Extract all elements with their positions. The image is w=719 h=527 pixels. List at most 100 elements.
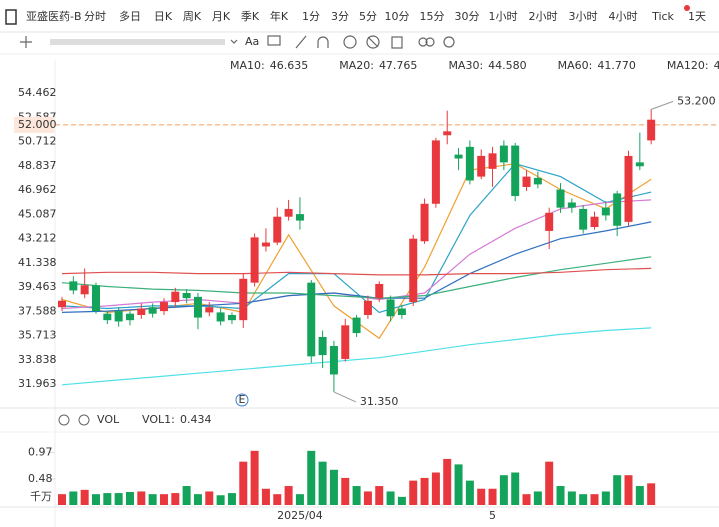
volume-bar — [499, 475, 508, 505]
panel-icon[interactable] — [5, 9, 17, 25]
candle-body — [624, 155, 633, 222]
candle-body — [227, 314, 236, 321]
candle-body — [499, 145, 508, 163]
timeframe-tab[interactable]: 15分 — [420, 10, 445, 23]
candle-body — [125, 313, 134, 321]
volume-bar — [635, 486, 644, 505]
volume-bar — [318, 461, 327, 505]
volume-bar — [125, 492, 134, 505]
timeframe-tab[interactable]: 1天 — [688, 10, 706, 23]
y-tick-label: 46.962 — [18, 183, 57, 196]
candle-body — [601, 207, 610, 216]
volume-bar — [613, 475, 622, 505]
candle-body — [341, 325, 350, 359]
symbol[interactable]: 亚盛医药-B — [26, 9, 82, 23]
timeframe-tab[interactable]: 年K — [270, 9, 289, 23]
volume-bar — [329, 469, 338, 505]
dropdown[interactable] — [230, 39, 238, 44]
arc-tool[interactable] — [317, 36, 329, 48]
event-marker-ring[interactable] — [235, 393, 249, 407]
volume-bar — [601, 491, 610, 505]
candle-body — [318, 336, 327, 356]
volume-bar — [341, 477, 350, 505]
candle-body — [397, 308, 406, 315]
timeframe-tab[interactable]: 多日 — [119, 9, 141, 23]
volume-bar — [69, 491, 78, 505]
y-tick-label: 43.212 — [18, 232, 57, 245]
candle-body — [635, 162, 644, 167]
volume-bar — [409, 480, 418, 505]
settings-tool[interactable] — [443, 36, 455, 48]
y-tick-label: 45.087 — [18, 207, 57, 220]
candle-body — [284, 208, 293, 217]
volume-bar — [590, 494, 599, 505]
candle-body — [431, 140, 440, 204]
move-tool[interactable] — [20, 36, 32, 48]
volume-bar — [91, 494, 100, 505]
timeframe-tab[interactable]: 4小时 — [609, 10, 638, 23]
candle-body — [295, 214, 304, 221]
candle-body — [205, 307, 214, 313]
timeframe-tab[interactable]: 分时 — [84, 10, 106, 23]
volume-bar — [103, 493, 112, 505]
link-tool-a[interactable] — [418, 37, 428, 47]
volume-bar — [431, 472, 440, 505]
delete-tool[interactable] — [391, 36, 403, 49]
timeframe-tab[interactable]: 30分 — [455, 10, 480, 23]
low-label: 31.350 — [360, 395, 399, 408]
vol-settings[interactable] — [58, 414, 70, 426]
timeframe-tab[interactable]: 日K — [154, 10, 173, 23]
timeframe-tab[interactable]: 2小时 — [529, 10, 558, 23]
volume-bar — [273, 494, 282, 505]
vol-unit: 千万 — [30, 490, 52, 503]
candle-body — [567, 202, 576, 208]
volume-bar — [261, 488, 270, 505]
candle-body — [590, 216, 599, 228]
candle-body — [91, 285, 100, 312]
volume-bar — [386, 491, 395, 505]
timeframe-tab[interactable]: 5分 — [359, 10, 377, 23]
volume-bar — [420, 477, 429, 505]
timeframe-tab[interactable]: 周K — [183, 10, 202, 23]
font-tool[interactable]: Aa — [245, 35, 259, 48]
candle-body — [137, 308, 146, 315]
timeframe-tab[interactable]: 季K — [241, 10, 260, 23]
ma-line — [61, 327, 652, 386]
ma-legend-value: 46.635 — [270, 59, 309, 72]
y-tick-label: 39.463 — [18, 280, 57, 293]
volume-bar — [533, 491, 542, 505]
y-tick-label: 35.713 — [18, 329, 57, 342]
timeframe-tab[interactable]: 3小时 — [569, 10, 598, 23]
ma-legend-name: MA120: — [667, 59, 709, 72]
volume-bar — [454, 464, 463, 505]
candle-body — [273, 216, 282, 243]
vol-tick-label: 0.97 — [28, 445, 53, 458]
volume-bar — [205, 491, 214, 505]
timeframe-tab[interactable]: 1小时 — [489, 10, 518, 23]
candle-body — [409, 238, 418, 303]
timeframe-tab[interactable]: Tick — [651, 10, 674, 23]
timeframe-tab[interactable]: 1分 — [302, 10, 320, 23]
volume-bar — [624, 475, 633, 505]
ma-legend-name: MA10: — [230, 59, 265, 72]
hide-tool[interactable] — [366, 35, 380, 49]
volume-bar — [159, 494, 168, 505]
timeframe-tab[interactable]: 月K — [212, 10, 231, 23]
volume-bar — [556, 486, 565, 505]
timeframe-tab[interactable]: 10分 — [385, 10, 410, 23]
candle-body — [363, 300, 372, 315]
pen-tool[interactable] — [295, 35, 307, 49]
candle-body — [159, 302, 168, 312]
magnet-tool[interactable] — [343, 35, 357, 49]
low-leader — [333, 391, 357, 403]
vol-close[interactable] — [78, 414, 90, 426]
volume-bar — [80, 489, 89, 505]
timeframe-tab[interactable]: 3分 — [331, 10, 349, 23]
volume-bar — [465, 480, 474, 505]
vol-indicator: VOL1: — [142, 413, 175, 426]
note-tool[interactable] — [267, 35, 281, 46]
volume-bar — [443, 458, 452, 505]
candle-body — [522, 176, 531, 187]
